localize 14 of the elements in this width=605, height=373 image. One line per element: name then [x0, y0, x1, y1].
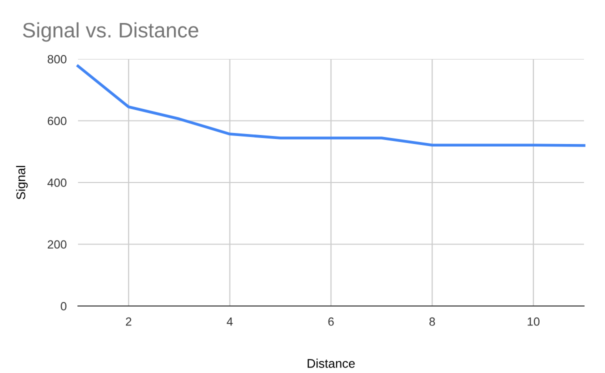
line-series — [76, 64, 586, 147]
y-tick-label: 200 — [48, 240, 66, 249]
x-tick-label: 10 — [528, 317, 540, 326]
y-tick-label: 800 — [48, 55, 66, 64]
y-tick-label: 600 — [48, 116, 66, 126]
x-tick-label: 6 — [328, 317, 334, 326]
y-tick-label: 0 — [60, 302, 66, 310]
x-axis-title: Distance — [308, 358, 355, 368]
y-tick-label: 400 — [47, 178, 66, 187]
x-tick-label: 2 — [126, 317, 132, 326]
y-axis-title: Signal — [16, 166, 28, 200]
x-tick-label: 8 — [429, 317, 435, 326]
x-tick-label: 4 — [226, 318, 233, 326]
chart-title: Signal vs. Distance — [22, 22, 198, 42]
